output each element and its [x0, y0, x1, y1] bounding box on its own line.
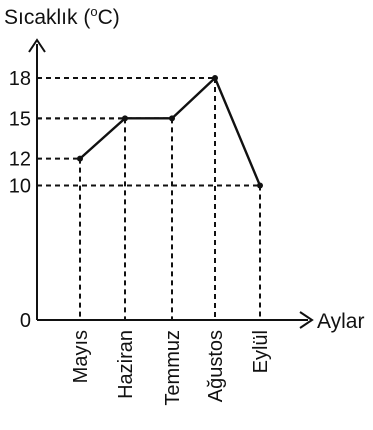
data-point-Eylül	[257, 182, 263, 189]
x-tick-label: Eylül	[250, 330, 272, 373]
x-tick-labels: Mayıs Haziran Temmuz Ağustos Eylül	[70, 330, 272, 406]
y-axis-title: Sıcaklık (oC)	[4, 4, 120, 29]
axes	[28, 38, 314, 329]
y-tick-label: 0	[20, 310, 31, 332]
y-tick-label: 15	[9, 108, 31, 130]
x-tick-label: Haziran	[115, 330, 137, 399]
series	[77, 75, 263, 189]
data-point-Temmuz	[169, 115, 175, 122]
data-point-Mayıs	[77, 155, 83, 162]
x-tick-label: Mayıs	[70, 330, 92, 383]
x-axis-title: Aylar	[317, 310, 364, 333]
y-tick-label: 12	[9, 149, 31, 171]
data-point-Ağustos	[212, 75, 218, 81]
y-tick-label: 18	[9, 68, 31, 90]
data-point-Haziran	[122, 115, 128, 122]
temperature-series-line	[79, 76, 262, 187]
x-tick-label: Ağustos	[205, 330, 227, 402]
y-axis-arrow	[28, 38, 46, 53]
y-tick-labels: 0 10 12 15 18	[9, 68, 31, 332]
y-tick-label: 10	[9, 176, 31, 198]
x-tick-label: Temmuz	[162, 330, 184, 406]
x-axis-arrow	[299, 311, 314, 329]
guide-lines	[37, 77, 261, 320]
